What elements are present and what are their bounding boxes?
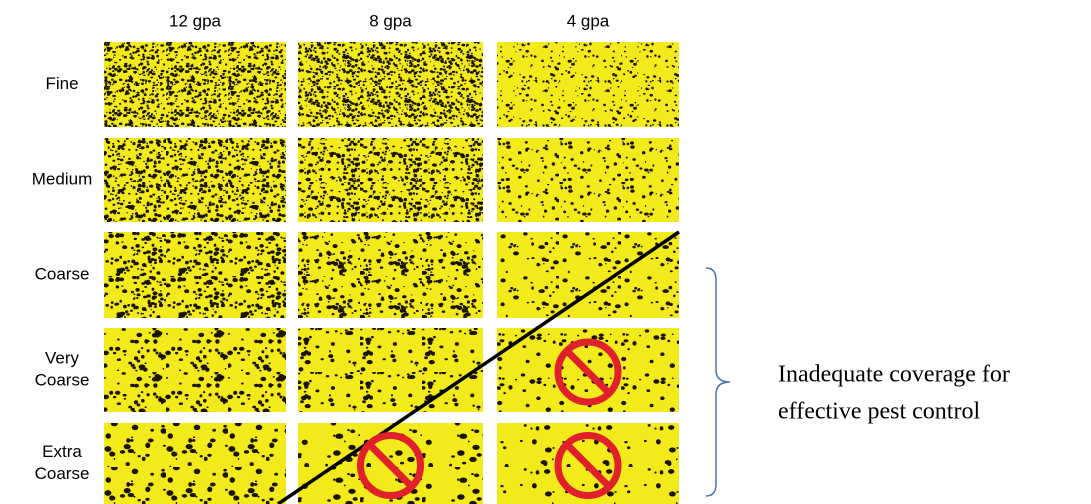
- page: {"columns": ["12 gpa", "8 gpa", "4 gpa"]…: [0, 0, 1091, 504]
- spray-pattern: [298, 328, 483, 412]
- spray-pattern: [104, 42, 286, 127]
- spray-pattern: [298, 138, 483, 222]
- row-label: Fine: [45, 74, 78, 93]
- annotation: effective pest control: [778, 399, 980, 425]
- annotation: Inadequate coverage for: [778, 362, 1010, 388]
- row-label: Medium: [32, 169, 92, 188]
- spray-pattern: [497, 42, 679, 127]
- spray-pattern: [298, 42, 483, 127]
- column-header: 4 gpa: [567, 11, 610, 30]
- spray-pattern: [497, 138, 679, 222]
- row-label: Very: [45, 348, 80, 367]
- spray-pattern: [104, 232, 286, 318]
- row-label: Coarse: [35, 464, 90, 483]
- spray-pattern: [104, 138, 286, 222]
- column-header: 12 gpa: [169, 11, 222, 30]
- column-header: 8 gpa: [369, 11, 412, 30]
- row-label: Coarse: [35, 264, 90, 283]
- bracket: [706, 268, 730, 496]
- figure: 12 gpa 8 gpa 4 gpa Fine Medium Coarse Very Coar…: [0, 0, 1091, 504]
- spray-pattern: [104, 328, 286, 412]
- row-label: Coarse: [35, 370, 90, 389]
- row-label: Extra: [42, 442, 82, 461]
- spray-pattern: [497, 232, 679, 318]
- spray-pattern: [298, 232, 483, 318]
- spray-pattern: [104, 423, 286, 504]
